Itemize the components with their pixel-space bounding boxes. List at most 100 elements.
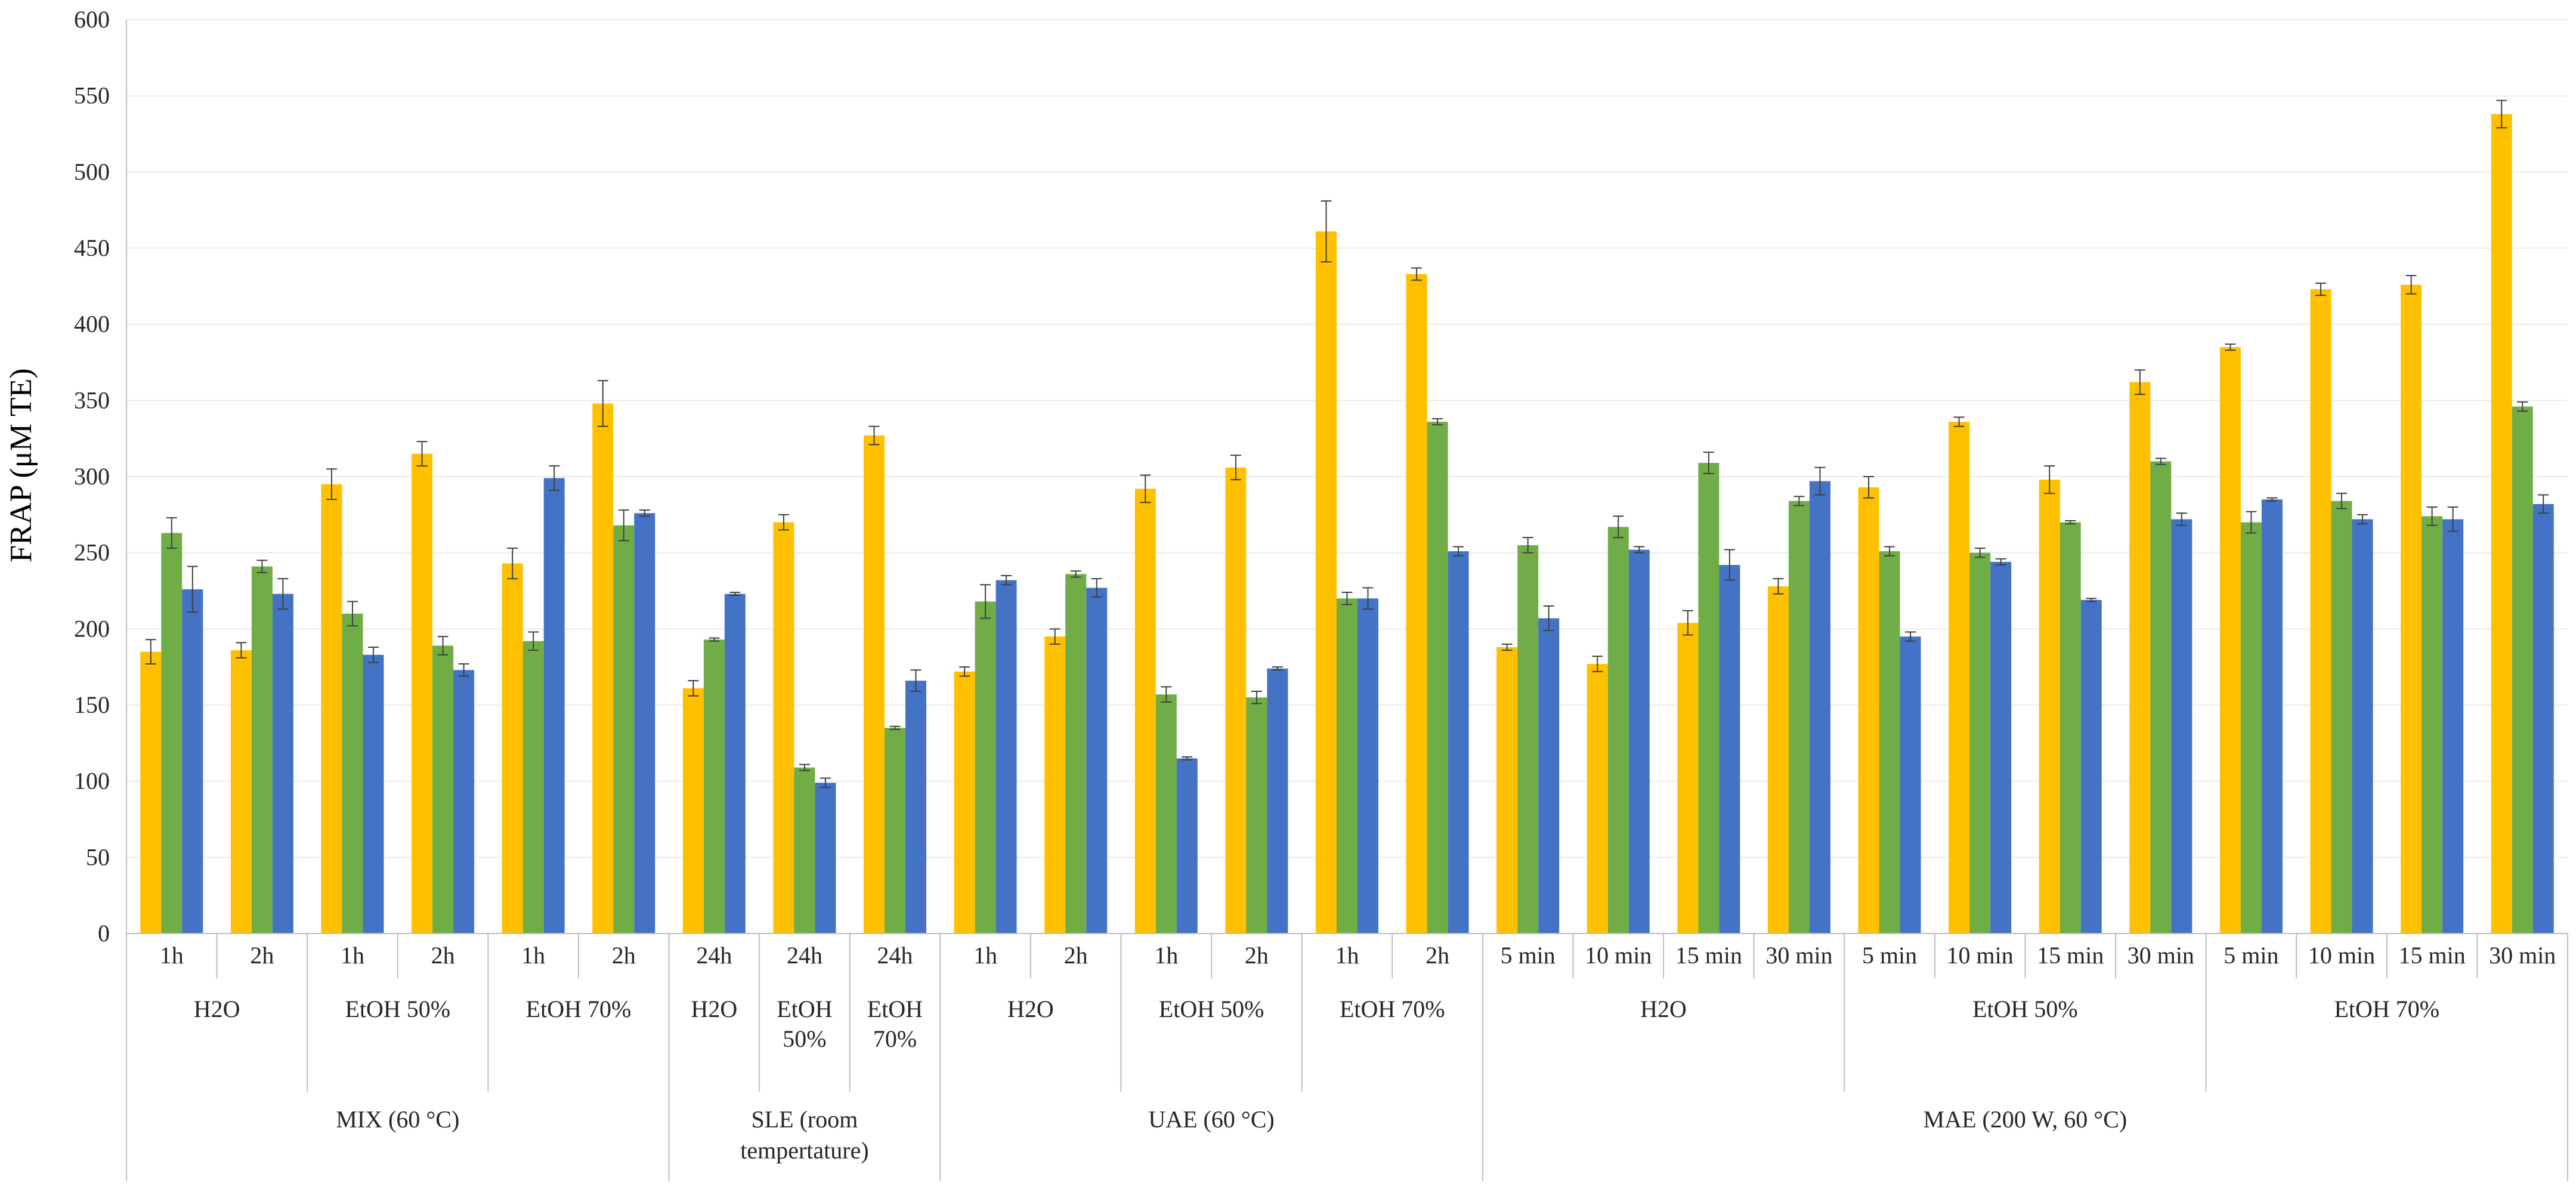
category-label: 10 min bbox=[1585, 942, 1652, 969]
bar-series-1 bbox=[2129, 382, 2151, 934]
bar-series-2 bbox=[1517, 545, 1539, 934]
bar-series-1 bbox=[1949, 422, 1970, 934]
group-label: 50% bbox=[783, 1025, 826, 1052]
category-label: 30 min bbox=[2127, 942, 2194, 969]
bar-series-2 bbox=[794, 767, 815, 934]
bar-series-2 bbox=[522, 641, 544, 934]
method-label: SLE (room bbox=[752, 1106, 858, 1133]
bar-series-1 bbox=[140, 651, 162, 934]
group-label: EtOH 70% bbox=[2334, 996, 2439, 1022]
bar-series-1 bbox=[321, 484, 342, 934]
bar-series-2 bbox=[2331, 500, 2352, 934]
bar-series-3 bbox=[1990, 561, 2012, 934]
group-label: 70% bbox=[873, 1025, 917, 1052]
bar-series-2 bbox=[1337, 598, 1357, 934]
bar-series-3 bbox=[2352, 519, 2373, 934]
y-tick-label: 0 bbox=[98, 920, 110, 947]
method-label: MIX (60 °C) bbox=[336, 1106, 459, 1133]
category-label: 24h bbox=[787, 942, 822, 969]
bar-series-3 bbox=[634, 513, 655, 934]
category-label: 15 min bbox=[1675, 942, 1742, 969]
y-tick-label: 400 bbox=[74, 311, 110, 338]
y-tick-label: 550 bbox=[74, 82, 110, 109]
bar-series-1 bbox=[2401, 285, 2422, 934]
category-label: 2h bbox=[1245, 942, 1269, 969]
bar-series-3 bbox=[724, 594, 746, 934]
bar-series-1 bbox=[2310, 289, 2331, 934]
bar-series-1 bbox=[864, 435, 885, 934]
category-label: 1h bbox=[1335, 942, 1359, 969]
bar-series-3 bbox=[1086, 588, 1108, 934]
category-label: 30 min bbox=[1765, 942, 1832, 969]
method-label: MAE (200 W, 60 °C) bbox=[1924, 1106, 2127, 1133]
bar-series-1 bbox=[2491, 114, 2512, 934]
bar-series-1 bbox=[1496, 647, 1518, 934]
category-label: 30 min bbox=[2489, 942, 2556, 969]
y-tick-label: 200 bbox=[74, 615, 110, 642]
bar-series-2 bbox=[1969, 552, 1991, 934]
y-tick-label: 250 bbox=[74, 539, 110, 566]
bar-series-2 bbox=[1788, 500, 1810, 934]
y-tick-label: 50 bbox=[86, 843, 110, 870]
bar-series-2 bbox=[1879, 551, 1900, 934]
group-label: EtOH bbox=[777, 996, 832, 1022]
group-label: H2O bbox=[1007, 996, 1054, 1022]
y-tick-label: 600 bbox=[74, 6, 110, 33]
category-label: 1h bbox=[521, 942, 545, 969]
bar-series-3 bbox=[453, 670, 475, 934]
bar-series-2 bbox=[2240, 522, 2262, 934]
bar-series-1 bbox=[1044, 636, 1066, 934]
bar-series-3 bbox=[1267, 668, 1288, 934]
category-label: 1h bbox=[341, 942, 364, 969]
bar-series-1 bbox=[1677, 623, 1699, 934]
category-label: 5 min bbox=[2224, 942, 2278, 969]
bar-series-3 bbox=[2261, 499, 2283, 934]
bar-series-3 bbox=[1357, 598, 1378, 934]
group-label: EtOH 50% bbox=[345, 996, 450, 1022]
y-tick-label: 100 bbox=[74, 768, 110, 795]
bar-series-2 bbox=[975, 601, 996, 934]
group-label: H2O bbox=[194, 996, 240, 1022]
bar-series-2 bbox=[1246, 697, 1267, 934]
category-label: 2h bbox=[431, 942, 455, 969]
bar-series-3 bbox=[1628, 549, 1650, 934]
category-label: 15 min bbox=[2037, 942, 2104, 969]
bar-series-3 bbox=[2532, 503, 2554, 934]
bar-series-2 bbox=[251, 566, 273, 934]
bar-series-3 bbox=[815, 783, 836, 934]
category-label: 1h bbox=[973, 942, 997, 969]
bar-series-2 bbox=[161, 533, 183, 934]
bar-series-2 bbox=[2422, 516, 2443, 934]
bar-series-2 bbox=[2512, 406, 2533, 934]
bar-series-1 bbox=[1406, 274, 1427, 934]
bar-series-2 bbox=[1607, 527, 1629, 934]
bar-series-3 bbox=[905, 681, 927, 934]
category-label: 2h bbox=[250, 942, 274, 969]
category-label: 24h bbox=[877, 942, 913, 969]
bar-series-1 bbox=[1587, 664, 1608, 934]
bar-series-3 bbox=[2442, 519, 2464, 934]
bar-series-2 bbox=[2059, 522, 2081, 934]
bar-series-1 bbox=[1767, 586, 1789, 934]
bar-series-2 bbox=[1155, 694, 1177, 934]
bar-series-3 bbox=[1719, 565, 1740, 934]
bar-series-2 bbox=[2150, 461, 2172, 934]
bar-series-1 bbox=[230, 650, 252, 934]
bar-series-1 bbox=[2039, 480, 2060, 934]
y-tick-label: 350 bbox=[74, 387, 110, 413]
category-label: 24h bbox=[696, 942, 732, 969]
group-label: EtOH 50% bbox=[1972, 996, 2078, 1022]
bar-series-2 bbox=[703, 639, 725, 934]
y-tick-label: 300 bbox=[74, 463, 110, 490]
category-label: 10 min bbox=[2308, 942, 2375, 969]
y-tick-label: 150 bbox=[74, 691, 110, 718]
bar-series-2 bbox=[432, 645, 454, 934]
bar-series-1 bbox=[592, 403, 614, 934]
bar-series-3 bbox=[1448, 551, 1469, 934]
y-axis-label: FRAP (μM TE) bbox=[4, 368, 38, 562]
group-label: H2O bbox=[1640, 996, 1687, 1022]
group-label: EtOH 50% bbox=[1159, 996, 1264, 1022]
bar-series-1 bbox=[1316, 231, 1337, 934]
